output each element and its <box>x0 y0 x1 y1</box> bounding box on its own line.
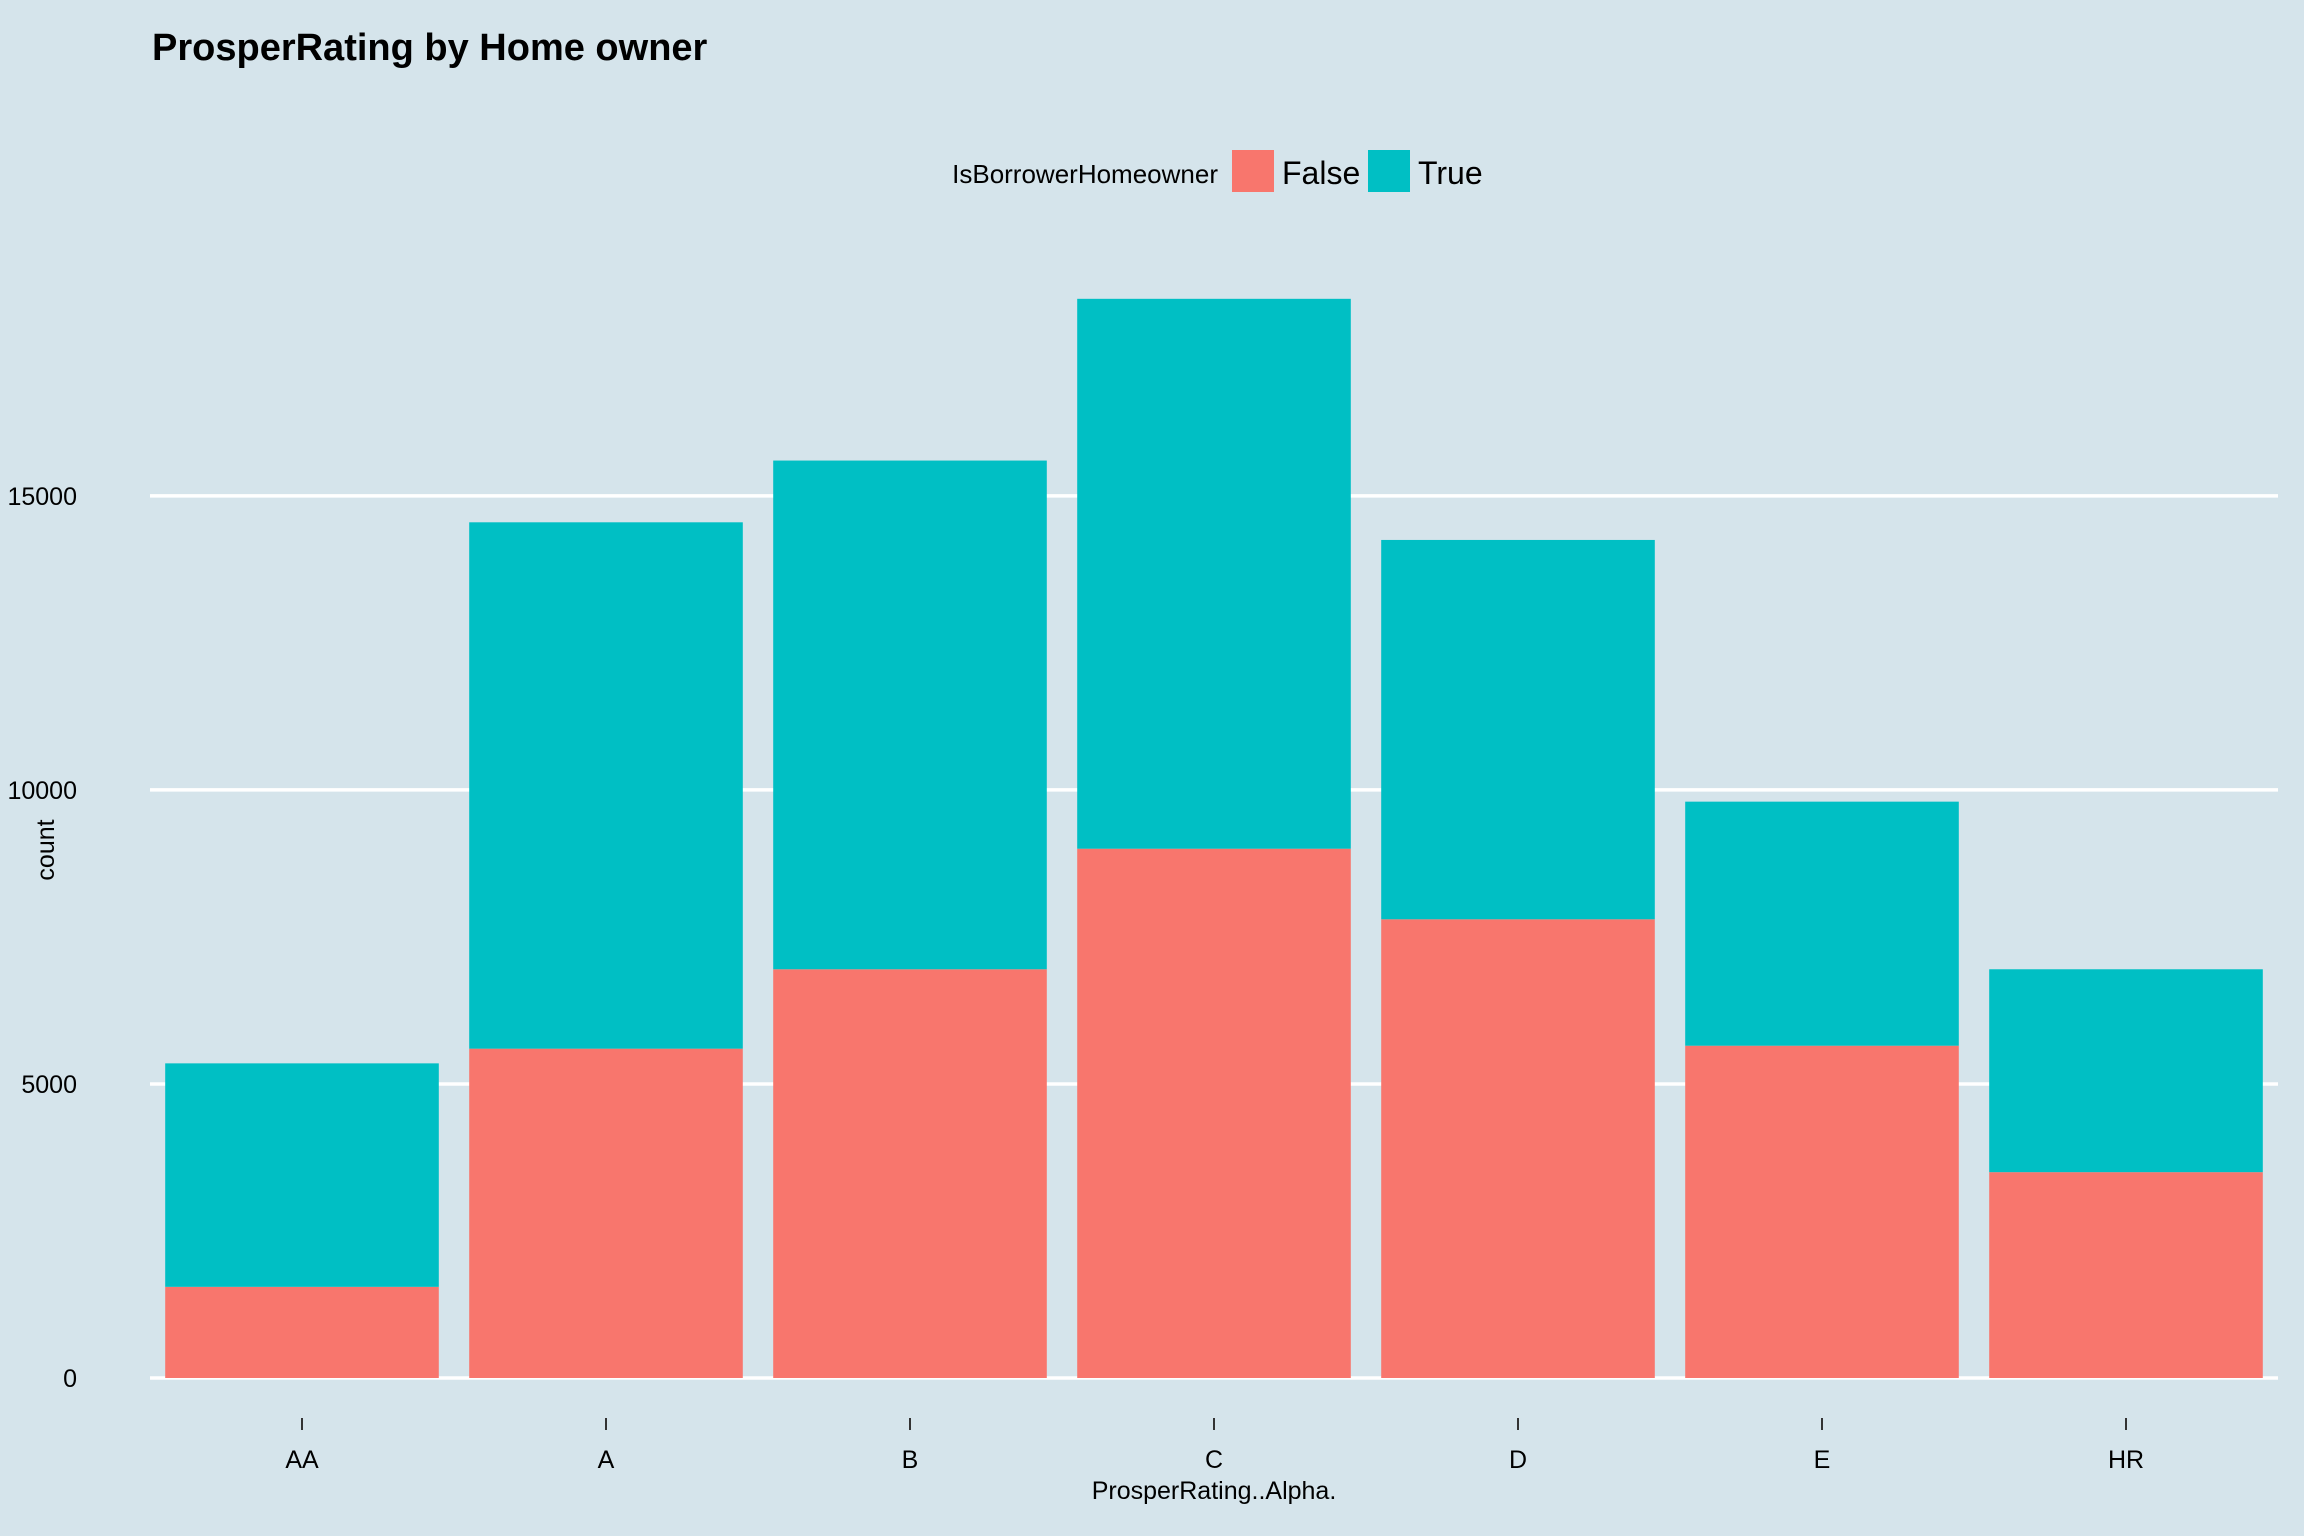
bar-C-false <box>1077 848 1351 1378</box>
y-tick-label: 0 <box>63 1365 77 1393</box>
y-tick-label: 15000 <box>7 483 77 511</box>
legend-label-true: True <box>1418 155 1483 191</box>
bars <box>165 298 2263 1378</box>
bar-B-false <box>773 969 1047 1378</box>
x-tick-label: AA <box>285 1446 319 1474</box>
bar-E-true <box>1685 801 1959 1046</box>
legend-title: IsBorrowerHomeowner <box>952 159 1218 189</box>
bar-D-true <box>1381 539 1655 920</box>
x-tick-label: HR <box>2108 1446 2144 1474</box>
bar-D-false <box>1381 919 1655 1378</box>
bar-B-true <box>773 460 1047 970</box>
legend-swatch-true <box>1368 150 1410 192</box>
x-tick-label: E <box>1814 1446 1831 1474</box>
bar-A-false <box>469 1048 743 1378</box>
legend: IsBorrowerHomeowner False True <box>952 150 1483 192</box>
legend-label-false: False <box>1282 155 1360 191</box>
chart-title: ProsperRating by Home owner <box>152 27 708 69</box>
bar-E-false <box>1685 1045 1959 1378</box>
x-tick-label: D <box>1509 1446 1527 1474</box>
y-tick-label: 5000 <box>21 1071 77 1099</box>
y-tick-label: 10000 <box>7 777 77 805</box>
x-axis-ticks: AA A B C D E HR <box>285 1418 2144 1474</box>
legend-swatch-false <box>1232 150 1274 192</box>
bar-C-true <box>1077 298 1351 849</box>
x-axis-label: ProsperRating..Alpha. <box>1092 1477 1337 1505</box>
bar-AA-false <box>165 1286 439 1378</box>
bar-A-true <box>469 522 743 1049</box>
bar-HR-false <box>1989 1172 2263 1378</box>
bar-HR-true <box>1989 969 2263 1173</box>
x-tick-label: C <box>1205 1446 1223 1474</box>
x-tick-label: A <box>598 1446 615 1474</box>
x-tick-label: B <box>902 1446 919 1474</box>
bar-AA-true <box>165 1063 439 1287</box>
y-axis-ticks: 0 5000 10000 15000 <box>7 483 77 1393</box>
y-axis-label: count <box>32 819 60 880</box>
